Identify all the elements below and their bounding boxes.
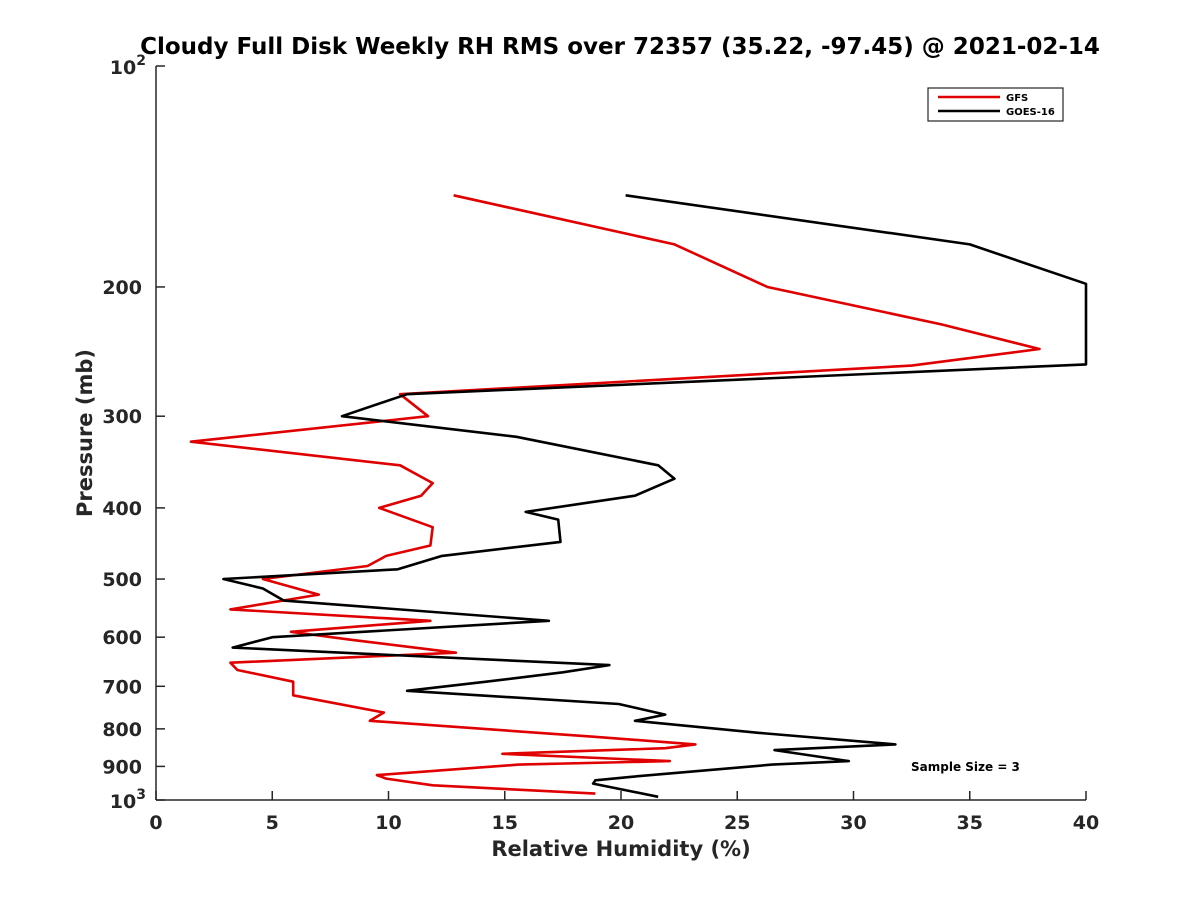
x-axis-label: Relative Humidity (%) <box>491 837 750 861</box>
chart-title: Cloudy Full Disk Weekly RH RMS over 7235… <box>140 34 1100 60</box>
y-tick-label: 400 <box>102 498 142 520</box>
series-line-goes16 <box>222 194 1088 799</box>
x-tick-label: 10 <box>375 812 401 834</box>
y-tick-label: 300 <box>102 406 142 428</box>
y-tick-label-top: 102 <box>110 53 146 79</box>
x-tick-label: 35 <box>957 812 983 834</box>
x-tick-label: 5 <box>266 812 279 834</box>
series-lines <box>189 194 1088 799</box>
legend-label-goes16: GOES-16 <box>1006 107 1055 118</box>
legend-label-gfs: GFS <box>1006 93 1028 104</box>
x-tick-label: 40 <box>1073 812 1099 834</box>
y-tick-label: 500 <box>102 569 142 591</box>
y-tick-label: 600 <box>102 627 142 649</box>
y-tick-label: 200 <box>102 277 142 299</box>
x-tick-label: 20 <box>608 812 634 834</box>
x-axis-ticks: 0 5 10 15 20 25 30 35 40 <box>149 791 1099 834</box>
x-tick-label: 30 <box>840 812 866 834</box>
y-axis-label: Pressure (mb) <box>73 349 97 517</box>
y-tick-label: 800 <box>102 719 142 741</box>
y-tick-label: 700 <box>102 676 142 698</box>
sample-size-annotation: Sample Size = 3 <box>911 760 1020 774</box>
legend-box <box>927 87 1064 122</box>
y-tick-label: 900 <box>102 756 142 778</box>
x-tick-label: 25 <box>724 812 750 834</box>
x-tick-label: 0 <box>149 812 162 834</box>
y-tick-label-bottom: 103 <box>110 787 146 813</box>
series-line-gfs <box>189 194 1041 795</box>
legend: GFS GOES-16 <box>927 87 1064 122</box>
x-tick-label: 15 <box>492 812 518 834</box>
y-axis-ticks: 200 300 400 500 600 700 800 900 102 103 <box>102 53 165 813</box>
